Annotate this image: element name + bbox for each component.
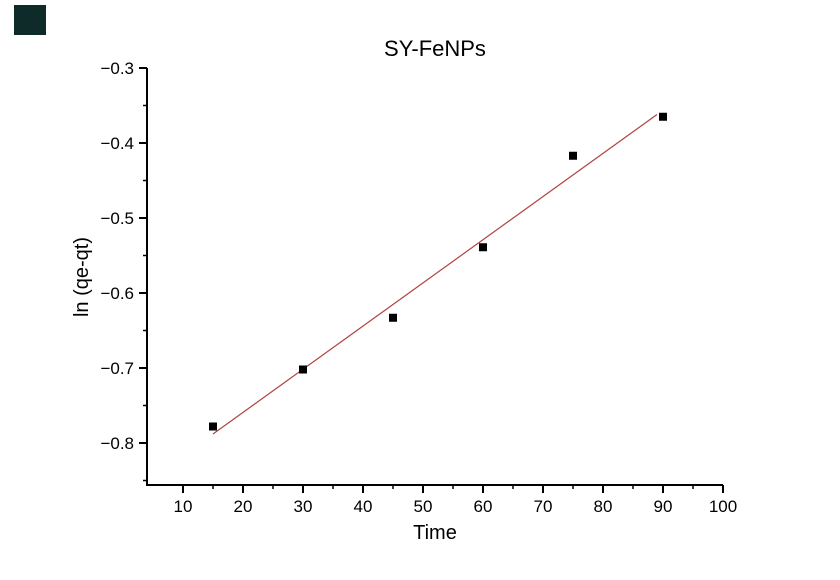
y-tick-label: −0.4 xyxy=(100,134,134,153)
x-axis-label: Time xyxy=(413,522,457,544)
x-tick-label: 80 xyxy=(594,497,613,516)
data-point-marker xyxy=(659,112,667,121)
y-axis-tick-labels: −0.3 −0.4 −0.5 −0.6 −0.7 −0.8 xyxy=(100,59,134,453)
data-point-marker xyxy=(479,243,487,252)
y-tick-label: −0.3 xyxy=(100,59,134,78)
x-tick-label: 40 xyxy=(354,497,373,516)
x-axis-tick-labels: 10 20 30 40 50 60 70 80 90 100 xyxy=(174,497,738,516)
data-point-marker xyxy=(569,151,577,160)
y-axis-ticks xyxy=(139,67,147,482)
data-point-marker xyxy=(389,313,397,322)
y-axis-label: ln (qe-qt) xyxy=(71,237,93,317)
plot-frame xyxy=(146,68,723,486)
fit-line xyxy=(212,114,658,435)
x-axis-ticks xyxy=(182,485,724,493)
x-tick-label: 30 xyxy=(294,497,313,516)
x-tick-label: 70 xyxy=(534,497,553,516)
y-tick-label: −0.7 xyxy=(100,359,134,378)
data-points xyxy=(209,112,667,431)
data-point-marker xyxy=(299,365,307,374)
y-tick-label: −0.5 xyxy=(100,209,134,228)
x-tick-label: 100 xyxy=(709,497,737,516)
x-tick-label: 90 xyxy=(654,497,673,516)
x-tick-label: 60 xyxy=(474,497,493,516)
data-point-marker xyxy=(209,422,217,431)
x-tick-label: 20 xyxy=(234,497,253,516)
dark-corner-swatch xyxy=(14,5,46,35)
y-tick-label: −0.6 xyxy=(100,284,134,303)
linear-fit-line xyxy=(212,114,658,435)
x-tick-label: 10 xyxy=(174,497,193,516)
x-tick-label: 50 xyxy=(414,497,433,516)
chart-title: SY-FeNPs xyxy=(384,36,486,61)
y-tick-label: −0.8 xyxy=(100,434,134,453)
